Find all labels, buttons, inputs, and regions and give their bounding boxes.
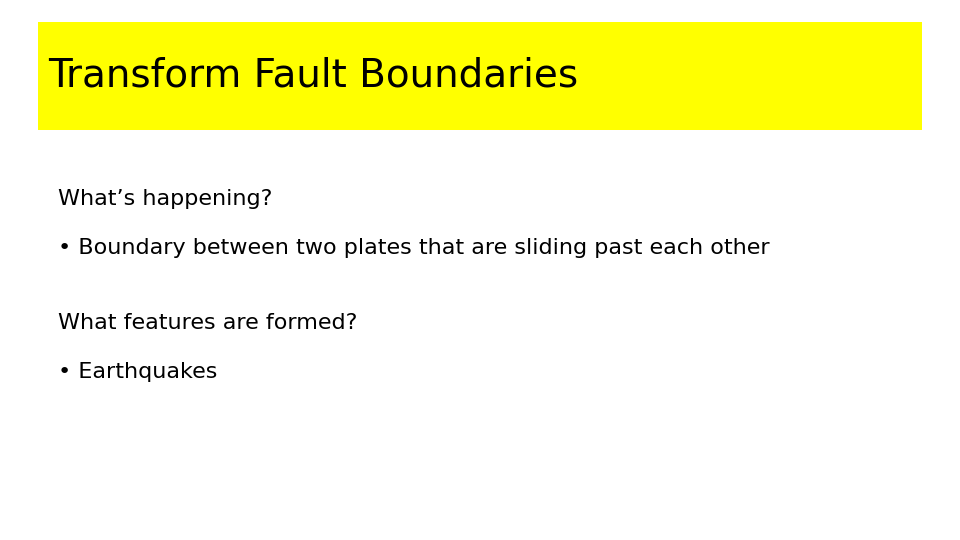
Text: What’s happening?: What’s happening? [58, 189, 272, 209]
Text: What features are formed?: What features are formed? [58, 313, 357, 333]
Text: • Earthquakes: • Earthquakes [58, 362, 217, 382]
Text: • Boundary between two plates that are sliding past each other: • Boundary between two plates that are s… [58, 238, 769, 258]
Text: Transform Fault Boundaries: Transform Fault Boundaries [48, 57, 578, 94]
FancyBboxPatch shape [38, 22, 922, 130]
